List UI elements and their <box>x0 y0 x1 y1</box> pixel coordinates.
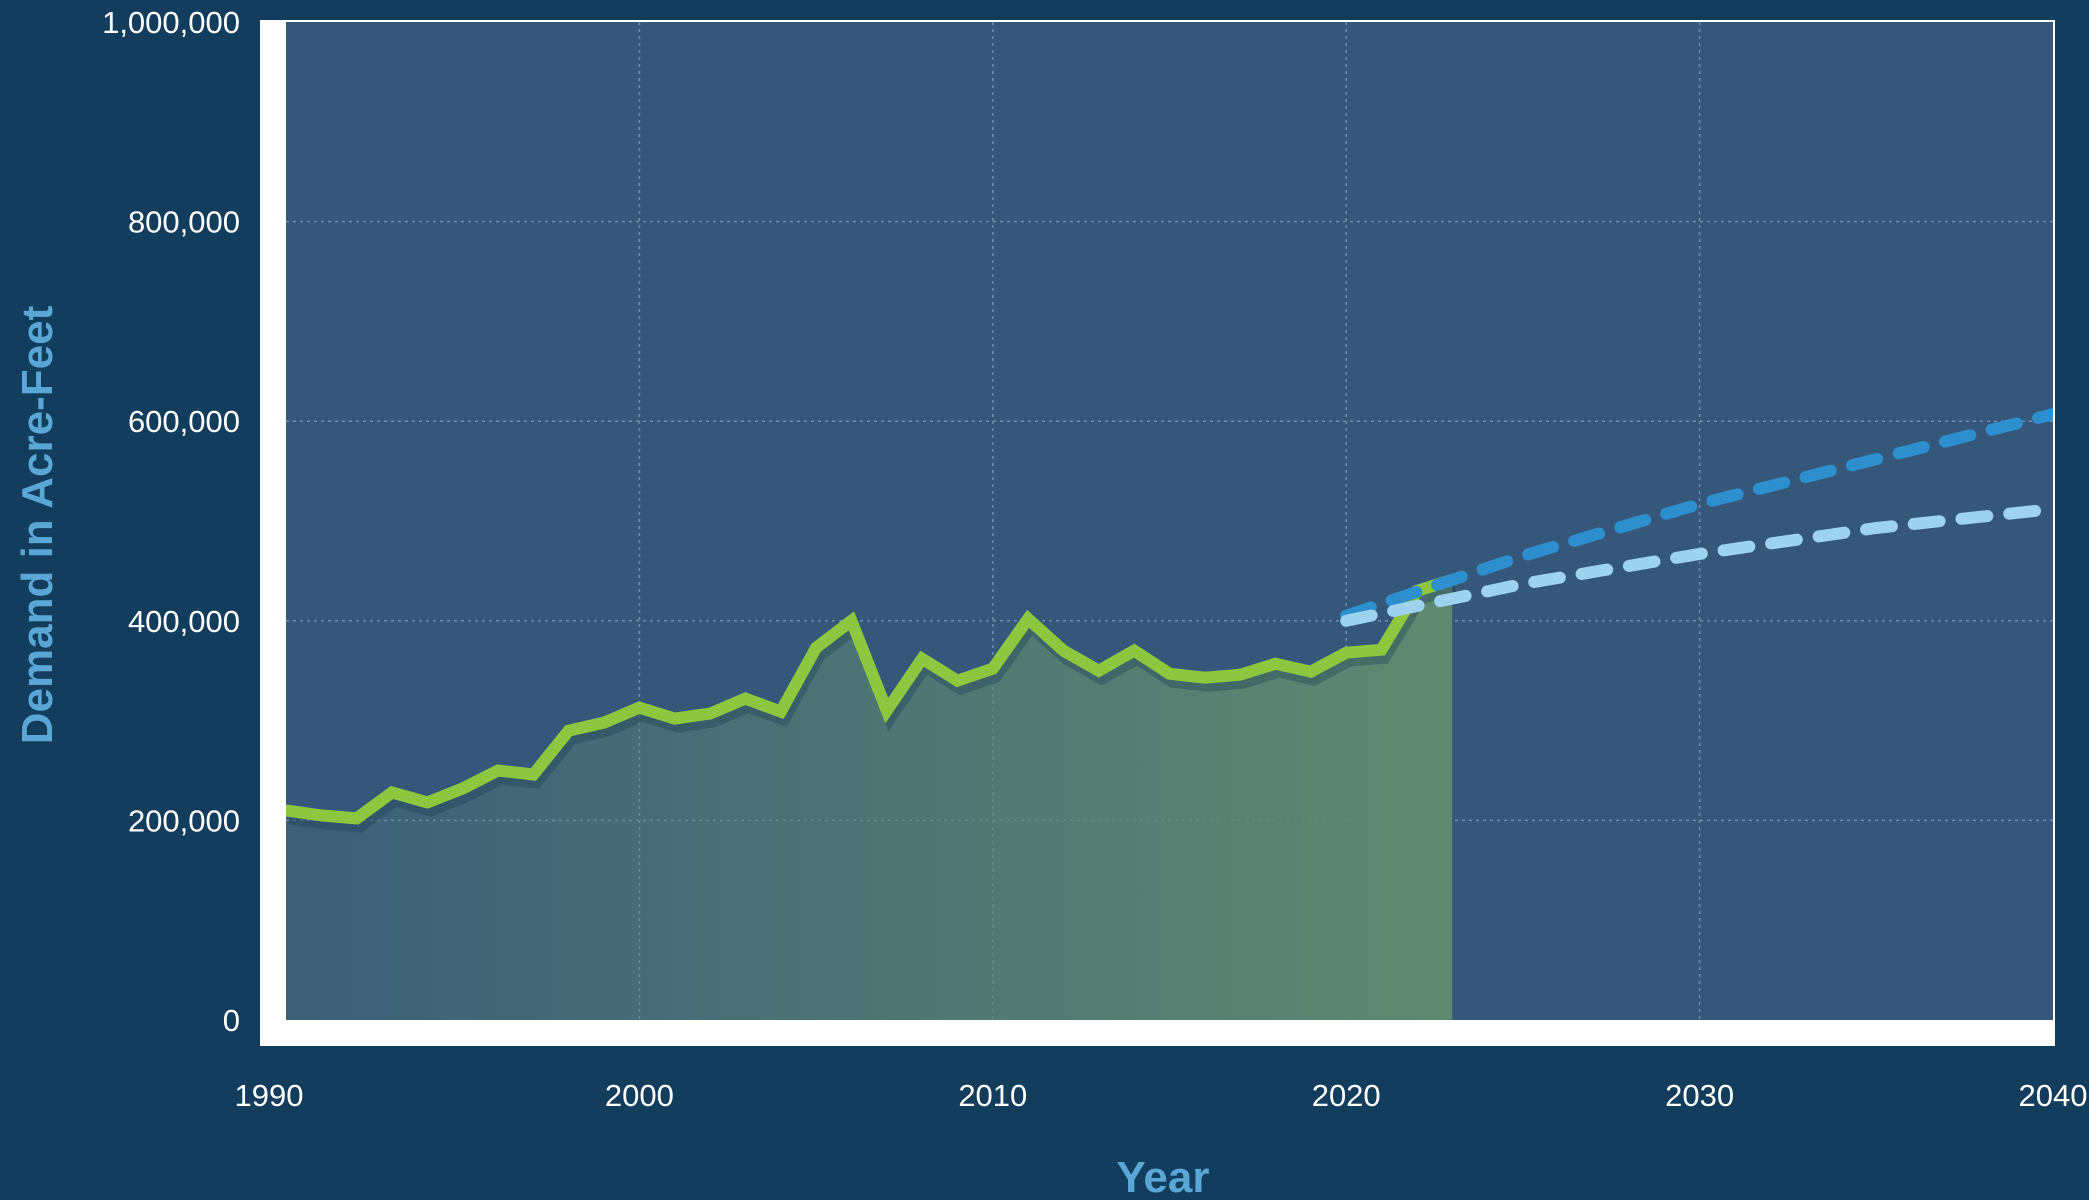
x-tick-label: 1990 <box>235 1078 304 1113</box>
y-axis-title: Demand in Acre-Feet <box>13 305 62 744</box>
y-tick-label: 200,000 <box>128 803 240 838</box>
x-axis-title: Year <box>1117 1153 1210 1200</box>
x-tick-label: 2020 <box>1312 1078 1381 1113</box>
x-axis: 1990 2000 2010 2020 2030 2040 <box>235 1078 2088 1113</box>
y-tick-label: 800,000 <box>128 205 240 240</box>
series-layer <box>286 408 2053 1020</box>
y-tick-label: 0 <box>223 1003 240 1038</box>
projection-line-2 <box>1340 503 2053 627</box>
y-axis: 0 200,000 400,000 600,000 800,000 1,000,000 <box>102 5 240 1038</box>
historical-line <box>286 573 1459 825</box>
x-tick-label: 2030 <box>1665 1078 1734 1113</box>
y-tick-label: 1,000,000 <box>102 5 240 40</box>
y-tick-label: 600,000 <box>128 404 240 439</box>
gridlines <box>286 22 2053 1020</box>
projection-line-1 <box>1340 408 2053 622</box>
x-tick-label: 2010 <box>958 1078 1027 1113</box>
x-tick-label: 2000 <box>605 1078 674 1113</box>
y-tick-label: 400,000 <box>128 604 240 639</box>
historical-area-fill <box>286 579 1453 1020</box>
x-tick-label: 2040 <box>2019 1078 2088 1113</box>
